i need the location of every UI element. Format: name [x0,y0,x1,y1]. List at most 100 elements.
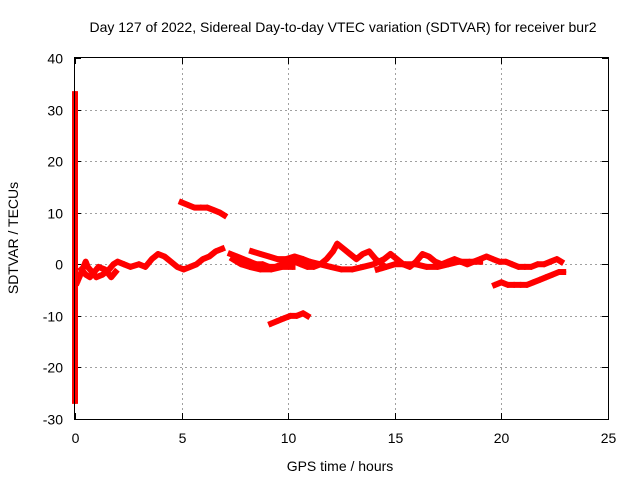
data-point [317,261,324,268]
data-point [304,263,311,270]
data-point [530,279,537,286]
data-point [287,312,294,319]
data-point [274,256,281,263]
data-point [93,274,100,281]
data-point [489,256,496,263]
data-point [268,266,275,273]
data-point [391,261,398,268]
data-point [528,263,535,270]
plot-frame [74,57,609,420]
data-point [560,269,567,276]
data-point [304,312,311,319]
data-point [121,261,128,268]
data-point [289,263,296,270]
data-point [402,261,409,268]
data-point [432,258,439,265]
data-point [216,209,223,216]
data-point [142,263,149,270]
data-point [502,258,509,265]
data-point [204,204,211,211]
data-point [504,281,511,288]
data-point [199,256,206,263]
data-point [187,263,194,270]
data-point [191,204,198,211]
data-point [108,274,115,281]
data-point [229,256,236,263]
data-point [338,266,345,273]
x-tick-label: 5 [179,430,187,446]
data-point [370,261,377,268]
data-point [353,256,360,263]
data-point [387,250,394,257]
data-point [297,261,304,268]
data-point [227,250,234,257]
data-point [112,269,119,276]
data-point [268,320,275,327]
data-point [238,261,245,268]
y-tick-label: 10 [47,206,63,222]
data-point [366,248,373,255]
data-point [210,207,217,214]
data-point [257,250,264,257]
data-point [180,266,187,273]
data-point [84,263,91,270]
data-point [184,201,191,208]
data-point [219,245,226,252]
data-point [517,281,524,288]
y-tick-label: 40 [47,51,63,67]
data-point [155,250,162,257]
data-point [359,263,366,270]
data-point [383,263,390,270]
data-point [135,261,142,268]
data-point [240,256,247,263]
grid [75,58,608,419]
data-point [521,263,528,270]
data-point [534,261,541,268]
data-point [306,258,313,265]
chart-title: Day 127 of 2022, Sidereal Day-to-day VTE… [89,19,596,35]
data-point [393,256,400,263]
seg-low-10h-band [267,310,312,328]
data-point [291,258,298,265]
data-point [278,263,285,270]
data-point [206,253,213,260]
data-point [193,261,200,268]
data-point [466,258,473,265]
x-tick-label: 0 [72,430,80,446]
data-point [340,245,347,252]
axis-ticks [75,58,609,420]
data-point [86,274,93,281]
data-point [536,276,543,283]
y-tick-label: 0 [55,257,63,273]
data-point [127,263,134,270]
data-point [300,310,307,317]
data-point [167,258,174,265]
data-point [274,318,281,325]
data-point [498,279,505,286]
tick-labels: 0 5 10 15 20 25 -30 -20 -10 0 10 20 30 40 [43,51,617,447]
data-point [329,248,336,255]
data-point [515,263,522,270]
data-point [423,263,430,270]
y-tick-label: -20 [43,360,63,376]
data-point [547,258,554,265]
data-point [541,261,548,268]
y-tick-label: -30 [43,412,63,428]
x-tick-label: 25 [601,430,617,446]
data-point [511,281,518,288]
x-tick-label: 20 [494,430,510,446]
y-tick-label: 30 [47,103,63,119]
data-point [221,212,228,219]
x-tick-label: 15 [388,430,404,446]
data-point [349,266,356,273]
data-point [248,248,255,255]
data-point [110,261,117,268]
data-point [381,256,388,263]
data-point [496,258,503,265]
data-point [99,271,106,278]
data-point [197,204,204,211]
data-point [78,266,85,273]
data-point [259,261,266,268]
data-point [95,263,102,270]
data-point [419,250,426,257]
